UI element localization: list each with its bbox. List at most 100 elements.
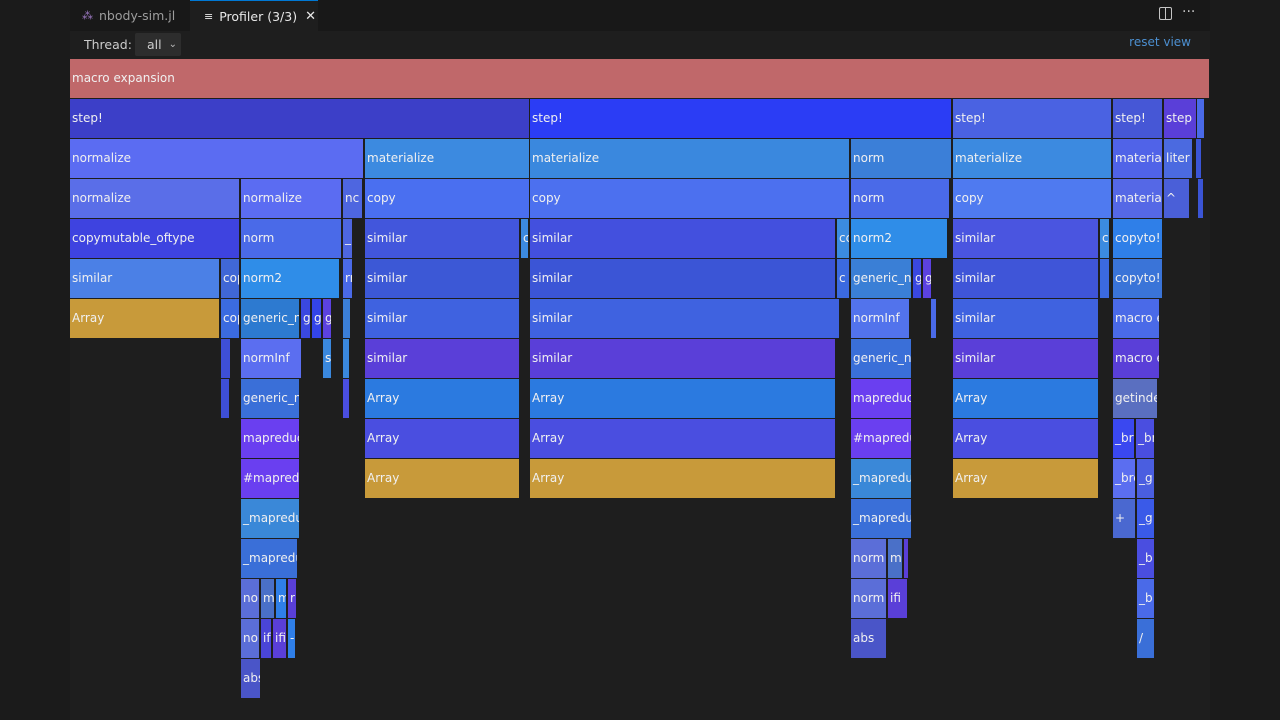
flame-frame[interactable] xyxy=(221,379,229,418)
flame-frame[interactable]: materialize xyxy=(953,139,1111,178)
flame-frame[interactable]: noi xyxy=(241,619,259,658)
flame-frame[interactable]: m xyxy=(276,579,286,618)
tab-nbody-sim[interactable]: ⁂ nbody-sim.jl xyxy=(70,0,190,31)
flame-frame[interactable]: _mapredu xyxy=(851,459,911,498)
flame-frame[interactable]: nor xyxy=(241,579,259,618)
flame-frame[interactable]: norm xyxy=(851,179,949,218)
flame-frame[interactable]: if xyxy=(261,619,271,658)
flame-frame[interactable]: _g xyxy=(1137,459,1154,498)
flame-frame[interactable]: similar xyxy=(365,259,519,298)
flame-frame[interactable]: + xyxy=(1113,499,1135,538)
flame-frame[interactable]: similar xyxy=(365,339,519,378)
flame-frame[interactable]: g xyxy=(913,259,921,298)
flame-frame[interactable]: ma xyxy=(888,539,902,578)
flame-frame[interactable]: mapreduc xyxy=(851,379,911,418)
flame-frame[interactable]: liter xyxy=(1164,139,1192,178)
flame-frame[interactable]: Array xyxy=(530,459,835,498)
flame-frame[interactable]: Array xyxy=(365,379,519,418)
flame-frame[interactable]: similar xyxy=(530,339,835,378)
flame-frame[interactable]: nc xyxy=(343,179,362,218)
flame-frame[interactable]: step! xyxy=(530,99,951,138)
flame-frame[interactable]: similar xyxy=(953,339,1098,378)
flame-frame[interactable]: #mapredu xyxy=(851,419,911,458)
flame-frame[interactable]: Array xyxy=(70,299,219,338)
flame-frame[interactable]: normInf xyxy=(241,339,301,378)
flame-frame[interactable]: / xyxy=(1137,619,1154,658)
flame-frame[interactable]: #mapredu xyxy=(241,459,299,498)
flame-frame[interactable]: abs xyxy=(851,619,886,658)
flame-frame[interactable]: materiali xyxy=(1113,139,1162,178)
flame-frame[interactable]: ifi xyxy=(888,579,907,618)
flame-frame[interactable]: g xyxy=(301,299,310,338)
flame-frame[interactable]: _b xyxy=(1137,579,1154,618)
flame-frame[interactable]: similar xyxy=(953,219,1098,258)
flame-frame[interactable]: norm xyxy=(851,539,886,578)
flame-frame[interactable]: similar xyxy=(365,299,519,338)
flame-frame[interactable] xyxy=(1196,139,1201,178)
flame-frame[interactable]: similar xyxy=(530,299,839,338)
flame-frame[interactable]: copy xyxy=(953,179,1111,218)
flame-frame[interactable]: similar xyxy=(70,259,219,298)
flame-frame[interactable]: normalize xyxy=(241,179,341,218)
flame-frame[interactable]: macro e xyxy=(1113,339,1159,378)
flame-frame[interactable] xyxy=(1198,179,1203,218)
flame-frame[interactable]: materiali xyxy=(1113,179,1162,218)
flame-frame[interactable]: norm2 xyxy=(241,259,339,298)
flame-frame[interactable]: g xyxy=(923,259,931,298)
flame-frame[interactable]: step! xyxy=(70,99,529,138)
flame-frame[interactable]: rr xyxy=(343,259,352,298)
flame-frame[interactable]: normInf xyxy=(851,299,909,338)
flame-frame[interactable]: normalize xyxy=(70,139,363,178)
flame-frame[interactable]: similar xyxy=(365,219,519,258)
flame-frame[interactable]: similar xyxy=(953,259,1098,298)
flame-frame[interactable]: step! xyxy=(1113,99,1162,138)
flame-frame[interactable]: copy xyxy=(365,179,529,218)
flame-frame[interactable]: materialize xyxy=(365,139,529,178)
flame-frame[interactable]: _b xyxy=(1137,539,1154,578)
flame-frame[interactable] xyxy=(343,299,350,338)
flame-frame[interactable]: Array xyxy=(953,379,1098,418)
flame-frame[interactable]: step! xyxy=(953,99,1111,138)
flame-frame[interactable] xyxy=(343,379,349,418)
flame-frame[interactable] xyxy=(931,299,936,338)
flame-frame[interactable]: copymutable_oftype xyxy=(70,219,239,258)
flame-frame[interactable]: _br xyxy=(1136,419,1154,458)
flame-frame[interactable]: ifi xyxy=(273,619,286,658)
flame-frame[interactable]: normalize xyxy=(70,179,239,218)
flame-frame[interactable]: copy xyxy=(530,179,849,218)
flame-frame[interactable]: _ xyxy=(343,219,352,258)
flame-frame[interactable]: norm xyxy=(851,139,951,178)
tab-profiler[interactable]: ≡ Profiler (3/3) ✕ xyxy=(190,0,318,31)
flame-frame[interactable]: macro e xyxy=(1113,299,1159,338)
flame-frame[interactable]: g xyxy=(312,299,321,338)
flame-frame[interactable]: ^ xyxy=(1164,179,1189,218)
flame-frame[interactable]: norm2 xyxy=(851,219,947,258)
flame-frame[interactable]: macro expansion xyxy=(70,59,1209,98)
flame-frame[interactable]: abs xyxy=(241,659,260,698)
flame-frame[interactable]: Array xyxy=(953,419,1098,458)
flame-frame[interactable]: copyto! xyxy=(1113,259,1162,298)
flame-frame[interactable]: _mapredu xyxy=(851,499,911,538)
flame-frame[interactable]: norm xyxy=(851,579,886,618)
flame-frame[interactable] xyxy=(1197,99,1204,138)
flame-frame[interactable]: generic_nc xyxy=(851,339,911,378)
flame-frame[interactable]: c xyxy=(837,259,849,298)
flame-frame[interactable]: s xyxy=(323,339,331,378)
flame-frame[interactable]: _mapredu xyxy=(241,539,297,578)
flame-frame[interactable]: _g xyxy=(1137,499,1154,538)
flame-frame[interactable]: copyto! xyxy=(1113,219,1162,258)
flame-frame[interactable]: similar xyxy=(530,259,835,298)
flame-frame[interactable]: similar xyxy=(530,219,835,258)
flame-frame[interactable]: _brc xyxy=(1113,459,1135,498)
close-icon[interactable]: ✕ xyxy=(305,8,316,24)
flame-frame[interactable]: step s xyxy=(1164,99,1196,138)
flame-frame[interactable]: mapreduc xyxy=(241,419,299,458)
flame-frame[interactable]: Array xyxy=(365,419,519,458)
flame-frame[interactable]: Array xyxy=(530,419,835,458)
flame-frame[interactable]: cop xyxy=(221,259,239,298)
flame-frame[interactable]: _brc xyxy=(1113,419,1134,458)
flame-frame[interactable]: Array xyxy=(953,459,1098,498)
flame-frame[interactable]: similar xyxy=(953,299,1098,338)
flame-frame[interactable]: getinde xyxy=(1113,379,1157,418)
flame-frame[interactable]: - xyxy=(288,619,295,658)
